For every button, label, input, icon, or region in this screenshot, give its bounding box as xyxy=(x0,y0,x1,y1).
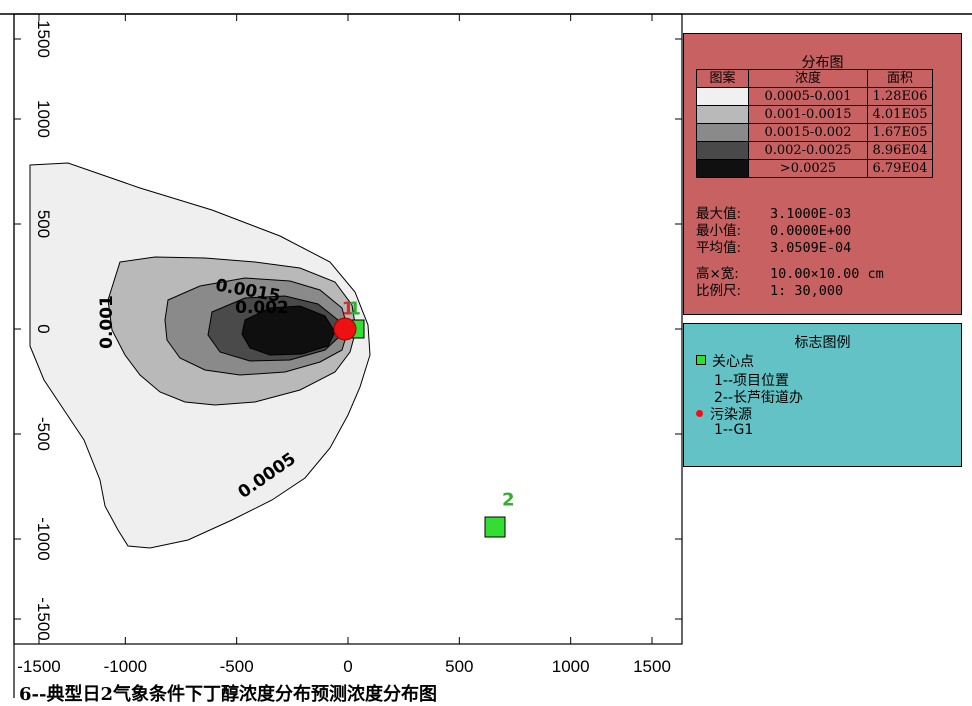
y-tick-label: -1500 xyxy=(34,597,53,640)
y-tick-label: 1500 xyxy=(34,20,53,58)
y-tick-label: 500 xyxy=(34,210,53,238)
x-tick-label: 500 xyxy=(445,657,473,676)
distribution-legend-panel: 分布图 图案 浓度 面积 0.0005-0.001 1.28E06 0.001-0.… xyxy=(683,33,962,315)
y-tick-label: -500 xyxy=(34,417,53,451)
legend-swatch xyxy=(696,105,749,124)
concern-point-entry: 关心点 xyxy=(696,351,754,371)
legend-range: 0.001-0.0015 xyxy=(748,105,868,124)
axes: -1500 -1000 -500 0 500 1000 1500 1500 1000 500 0 -5… xyxy=(14,14,682,676)
legend-range: 0.0005-0.001 xyxy=(748,87,868,106)
point-labels: 11 2 xyxy=(342,299,515,511)
legend-swatch xyxy=(696,123,749,142)
marker-legend-title: 标志图例 xyxy=(794,335,851,351)
legend-row: 0.0015-0.002 1.67E05 xyxy=(696,123,933,142)
y-tick-label: 0 xyxy=(34,324,53,333)
contour-regions xyxy=(29,162,371,549)
legend-row: 0.002-0.0025 8.96E04 xyxy=(696,141,933,160)
legend-range: 0.0015-0.002 xyxy=(748,123,868,142)
legend-range: >0.0025 xyxy=(748,159,868,178)
green-square-icon xyxy=(696,355,706,365)
legend-area: 8.96E04 xyxy=(867,141,933,160)
stat-min: 最小值: 0.0000E+00 xyxy=(696,223,852,239)
legend-row: 0.0005-0.001 1.28E06 xyxy=(696,87,933,106)
concern-point-2-marker xyxy=(484,516,506,538)
x-tick-label: 1500 xyxy=(633,657,671,676)
legend-range: 0.002-0.0025 xyxy=(748,141,868,160)
pollution-source-1-marker xyxy=(333,317,357,341)
legend-area: 4.01E05 xyxy=(867,105,933,124)
legend-swatch xyxy=(696,159,749,178)
legend-col-concentration: 浓度 xyxy=(748,69,868,88)
point-marks xyxy=(333,317,506,538)
x-tick-label: -500 xyxy=(220,657,254,676)
concern-item-1: 1--项目位置 xyxy=(714,373,790,389)
legend-table: 图案 浓度 面积 0.0005-0.001 1.28E06 0.001-0.0015… xyxy=(696,69,933,178)
red-dot-icon xyxy=(696,410,703,417)
pollution-source-entry: 污染源 xyxy=(696,404,752,424)
x-tick-label: 1000 xyxy=(552,657,590,676)
contour-label: 0.002 xyxy=(235,298,289,318)
contour-label: 0.001 xyxy=(97,295,117,349)
legend-row: 0.001-0.0015 4.01E05 xyxy=(696,105,933,124)
legend-swatch xyxy=(696,87,749,106)
stat-avg: 平均值: 3.0509E-04 xyxy=(696,240,852,256)
source-item-1: 1--G1 xyxy=(714,422,754,438)
point-label: 1 xyxy=(348,299,361,320)
point-label: 1 xyxy=(342,299,355,320)
x-tick-label: -1000 xyxy=(104,657,147,676)
legend-row: >0.0025 6.79E04 xyxy=(696,159,933,178)
legend-swatch xyxy=(696,141,749,160)
legend-area: 1.67E05 xyxy=(867,123,933,142)
figure-caption: 6--典型日2气象条件下丁醇浓度分布预测浓度分布图 xyxy=(19,684,437,705)
y-tick-label: -1000 xyxy=(34,517,53,560)
concern-item-2: 2--长芦街道办 xyxy=(714,390,804,406)
y-tick-label: 1000 xyxy=(34,100,53,138)
legend-title: 分布图 xyxy=(801,55,844,71)
stat-max: 最大值: 3.1000E-03 xyxy=(696,206,852,222)
stat-scale: 比例尺: 1: 30,000 xyxy=(696,283,844,299)
x-tick-label: -1500 xyxy=(17,657,60,676)
marker-legend-panel: 标志图例 关心点 1--项目位置 2--长芦街道办 污染源 1--G1 xyxy=(683,323,962,467)
legend-area: 6.79E04 xyxy=(867,159,933,178)
x-tick-label: 0 xyxy=(343,657,352,676)
stat-size: 高×宽: 10.00×10.00 cm xyxy=(696,266,884,282)
contour-0.0025-region xyxy=(241,305,336,356)
legend-col-area: 面积 xyxy=(867,69,933,88)
legend-col-pattern: 图案 xyxy=(696,69,749,88)
point-label: 2 xyxy=(502,490,515,511)
legend-area: 1.28E06 xyxy=(867,87,933,106)
